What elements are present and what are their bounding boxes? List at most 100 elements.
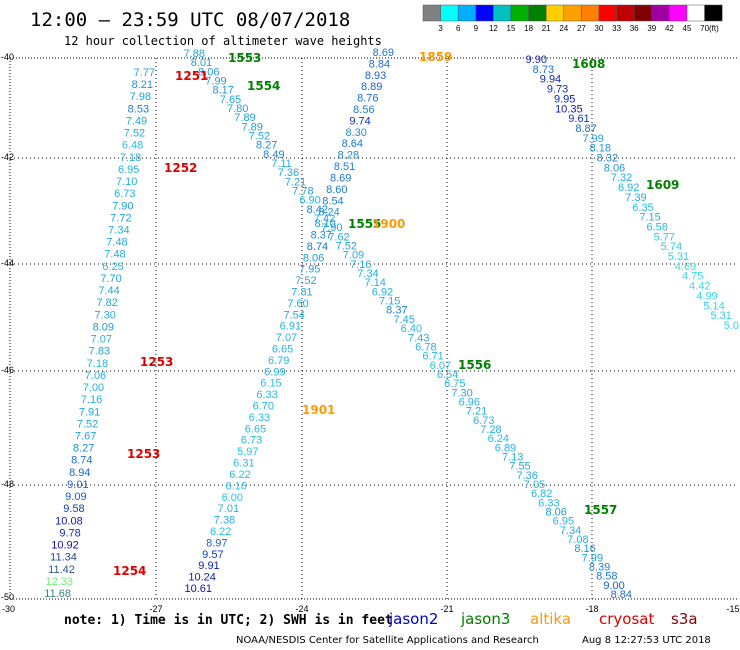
wave-height-value: 8.84 (611, 589, 632, 601)
map-subtitle: 12 hour collection of altimeter wave hei… (64, 34, 382, 48)
colorbar-swatch (651, 4, 670, 22)
wave-height-value: 10.35 (555, 103, 583, 115)
lat-tick-label: -48 (1, 479, 14, 489)
wave-height-value: 8.49 (263, 149, 284, 161)
pass-time-cryosat: 1254 (113, 564, 146, 578)
wave-height-value: 4.69 (675, 261, 696, 273)
wave-height-value: 9.95 (554, 93, 575, 105)
wave-height-value: 7.99 (582, 552, 603, 564)
wave-height-value: 8.87 (575, 123, 596, 135)
pass-time-jason3: 1556 (458, 358, 491, 372)
wave-height-value: 9.78 (59, 527, 80, 539)
wave-height-value: 7.16 (81, 394, 102, 406)
wave-height-value: 8.06 (303, 252, 324, 264)
altimeter-tracks: 7.778.217.988.537.497.526.487.186.957.10… (44, 47, 739, 601)
wave-height-value: 7.21 (285, 176, 306, 188)
wave-height-value: 5.97 (237, 446, 258, 458)
wave-height-value: 6.92 (372, 286, 393, 298)
wave-height-value: 7.05 (524, 479, 545, 491)
wave-height-value: 7.48 (106, 237, 127, 249)
wave-height-value: 7.52 (124, 128, 145, 140)
colorbar-label: 27 (577, 24, 586, 33)
pass-time-cryosat: 1253 (140, 355, 173, 369)
colorbar-label: 42 (665, 24, 674, 33)
wave-height-value: 7.89 (234, 112, 255, 124)
wave-height-value: 7.32 (611, 172, 632, 184)
wave-height-value: 6.33 (249, 412, 270, 424)
wave-height-value: 5.31 (710, 310, 731, 322)
wave-height-value: 7.45 (393, 314, 414, 326)
wave-height-value: 8.27 (73, 443, 94, 455)
wave-height-value: 7.65 (220, 94, 241, 106)
colorbar-swatch (704, 4, 723, 22)
wave-height-value: 8.73 (533, 64, 554, 76)
wave-height-value: 7.83 (89, 346, 110, 358)
colorbar-label: 9 (474, 24, 479, 33)
pass-time-jason3: 1557 (584, 503, 617, 517)
colorbar-swatch (598, 4, 617, 22)
wave-height-value: 7.91 (79, 406, 100, 418)
colorbar-swatch (510, 4, 529, 22)
colorbar-label: 24 (559, 24, 568, 33)
colorbar-label: 6 (456, 24, 461, 33)
wave-height-value: 8.37 (311, 230, 332, 242)
wave-height-value: 6.96 (459, 396, 480, 408)
wave-height-value: 9.58 (63, 503, 84, 515)
wave-height-value: 6.35 (632, 202, 653, 214)
wave-height-value: 6.78 (415, 341, 436, 353)
wave-height-value: 7.06 (85, 370, 106, 382)
altika-ascending-track: 8.698.848.938.898.768.569.748.308.648.28… (184, 47, 394, 595)
wave-height-value: 8.06 (604, 162, 625, 174)
wave-height-value: 9.61 (568, 113, 589, 125)
legend-cryosat: cryosat (599, 610, 654, 628)
footer-timestamp: Aug 8 12:27:53 UTC 2018 (582, 635, 711, 646)
wave-height-value: 7.67 (75, 431, 96, 443)
wave-height-value: 5.31 (668, 251, 689, 263)
wave-height-value: 9.94 (540, 74, 561, 86)
wave-height-value: 11.34 (50, 552, 77, 564)
wave-height-value: 8.69 (373, 47, 394, 59)
wave-height-value: 7.11 (271, 158, 292, 170)
pass-time-altika: 1901 (302, 403, 335, 417)
colorbar-swatch (528, 4, 547, 22)
colorbar-label: 33 (612, 24, 621, 33)
wave-height-value: 7.99 (582, 133, 603, 145)
wave-height-value: 7.44 (98, 285, 119, 297)
wave-height-value: 7.34 (560, 525, 581, 537)
wave-height-value: 8.94 (69, 467, 90, 479)
legend-jason3: jason3 (460, 610, 510, 628)
wave-height-value: 6.54 (437, 369, 458, 381)
wave-height-value: 6.71 (422, 351, 443, 363)
wave-height-value: 7.07 (276, 332, 297, 344)
wave-height-value: 8.39 (589, 562, 610, 574)
wave-height-value: 7.14 (364, 277, 385, 289)
wave-height-value: 7.52 (249, 131, 270, 143)
legend-jason2: jason2 (388, 610, 438, 628)
wave-height-value: 9.09 (65, 491, 86, 503)
wave-height-value: 10.24 (188, 572, 216, 584)
wave-height-value: 7.21 (466, 406, 487, 418)
wave-height-value: 7.38 (214, 515, 235, 527)
wave-height-value: 7.18 (87, 358, 108, 370)
wave-height-value: 6.33 (256, 389, 277, 401)
wave-height-value: 8.10 (314, 218, 335, 230)
wave-height-value: 7.36 (278, 167, 299, 179)
wave-height-value: 6.91 (280, 321, 301, 333)
map-title: 12:00 – 23:59 UTC 08/07/2018 (30, 9, 350, 31)
wave-height-value: 7.52 (336, 241, 357, 253)
wave-height-value: 6.99 (264, 366, 285, 378)
colorbar-label: 45 (683, 24, 692, 33)
wave-height-value: 6.07 (430, 360, 451, 372)
lat-tick-label: -44 (1, 258, 14, 268)
colorbar-swatch (457, 4, 477, 22)
wave-height-value: 8.93 (365, 70, 386, 82)
wave-height-value: 8.76 (357, 93, 378, 105)
colorbar-label: 12 (489, 24, 498, 33)
colorbar-swatch (475, 4, 494, 22)
wave-height-value: 8.06 (198, 66, 219, 78)
wave-height-value: 6.73 (241, 435, 262, 447)
wave-height-value: 9.57 (202, 549, 223, 561)
wave-height-value: 7.01 (218, 503, 239, 515)
